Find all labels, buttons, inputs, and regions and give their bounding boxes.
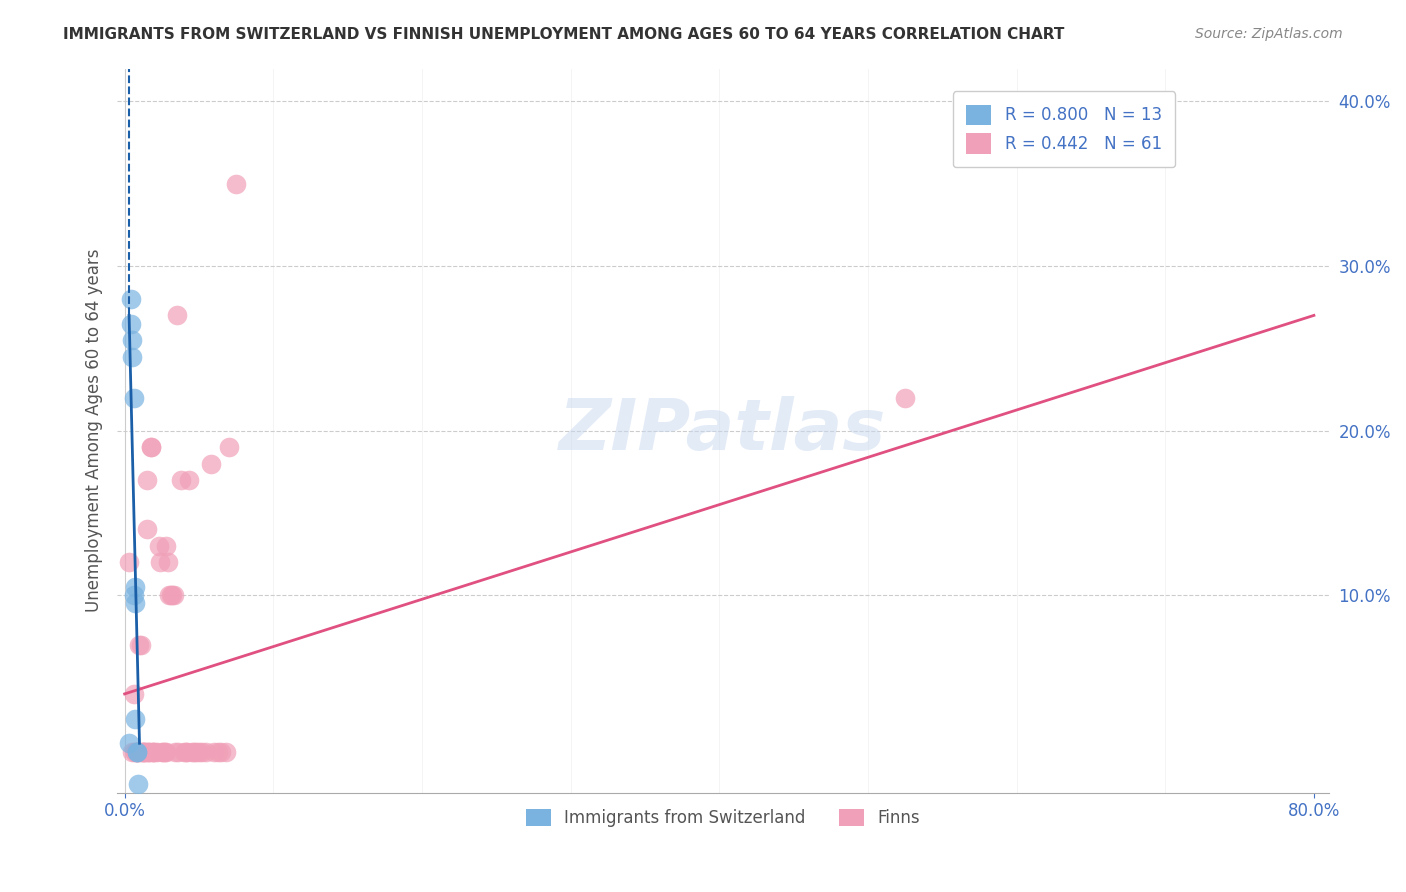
Point <box>148 539 170 553</box>
Point <box>125 745 148 759</box>
Point <box>127 745 149 759</box>
Point <box>124 745 146 759</box>
Point <box>184 745 207 759</box>
Point <box>143 745 166 759</box>
Point <box>135 522 157 536</box>
Point <box>207 745 229 759</box>
Point <box>176 745 198 759</box>
Point <box>160 588 183 602</box>
Point <box>121 745 143 759</box>
Point <box>163 588 186 602</box>
Point <box>180 745 202 759</box>
Point <box>122 391 145 405</box>
Point <box>121 333 143 347</box>
Point <box>118 555 141 569</box>
Point <box>122 687 145 701</box>
Text: IMMIGRANTS FROM SWITZERLAND VS FINNISH UNEMPLOYMENT AMONG AGES 60 TO 64 YEARS CO: IMMIGRANTS FROM SWITZERLAND VS FINNISH U… <box>63 27 1064 42</box>
Point <box>159 588 181 602</box>
Point <box>191 745 214 759</box>
Point <box>120 317 142 331</box>
Point <box>195 745 218 759</box>
Point <box>120 292 142 306</box>
Point <box>177 473 200 487</box>
Point <box>153 745 176 759</box>
Point <box>124 596 146 610</box>
Point <box>894 391 917 405</box>
Point <box>118 736 141 750</box>
Point <box>149 555 172 569</box>
Point <box>131 745 153 759</box>
Point <box>166 309 188 323</box>
Point <box>124 745 146 759</box>
Point <box>138 745 160 759</box>
Point <box>173 745 195 759</box>
Point <box>125 745 148 759</box>
Legend: Immigrants from Switzerland, Finns: Immigrants from Switzerland, Finns <box>517 800 928 835</box>
Point <box>146 745 169 759</box>
Point <box>209 745 232 759</box>
Point <box>124 712 146 726</box>
Point <box>129 638 152 652</box>
Point <box>125 745 148 759</box>
Point <box>122 588 145 602</box>
Point <box>141 440 163 454</box>
Point <box>170 473 193 487</box>
Point <box>128 638 150 652</box>
Point <box>150 745 173 759</box>
Point <box>218 440 240 454</box>
Point <box>202 745 225 759</box>
Point <box>124 580 146 594</box>
Point <box>139 745 162 759</box>
Point <box>152 745 174 759</box>
Point <box>134 745 156 759</box>
Point <box>183 745 205 759</box>
Point <box>156 555 179 569</box>
Point <box>200 457 222 471</box>
Point <box>141 440 163 454</box>
Point <box>188 745 211 759</box>
Point <box>121 350 143 364</box>
Point <box>138 745 160 759</box>
Point <box>157 588 180 602</box>
Point <box>155 539 177 553</box>
Point <box>165 745 187 759</box>
Text: ZIPatlas: ZIPatlas <box>560 396 887 465</box>
Point <box>135 473 157 487</box>
Point <box>132 745 155 759</box>
Point <box>142 745 165 759</box>
Point <box>225 177 247 191</box>
Point <box>174 745 197 759</box>
Point <box>128 745 150 759</box>
Point <box>131 745 153 759</box>
Y-axis label: Unemployment Among Ages 60 to 64 years: Unemployment Among Ages 60 to 64 years <box>86 249 103 612</box>
Point <box>127 777 149 791</box>
Point <box>155 745 177 759</box>
Point <box>167 745 190 759</box>
Point <box>142 745 165 759</box>
Text: Source: ZipAtlas.com: Source: ZipAtlas.com <box>1195 27 1343 41</box>
Point <box>125 745 148 759</box>
Point <box>215 745 238 759</box>
Point <box>132 745 155 759</box>
